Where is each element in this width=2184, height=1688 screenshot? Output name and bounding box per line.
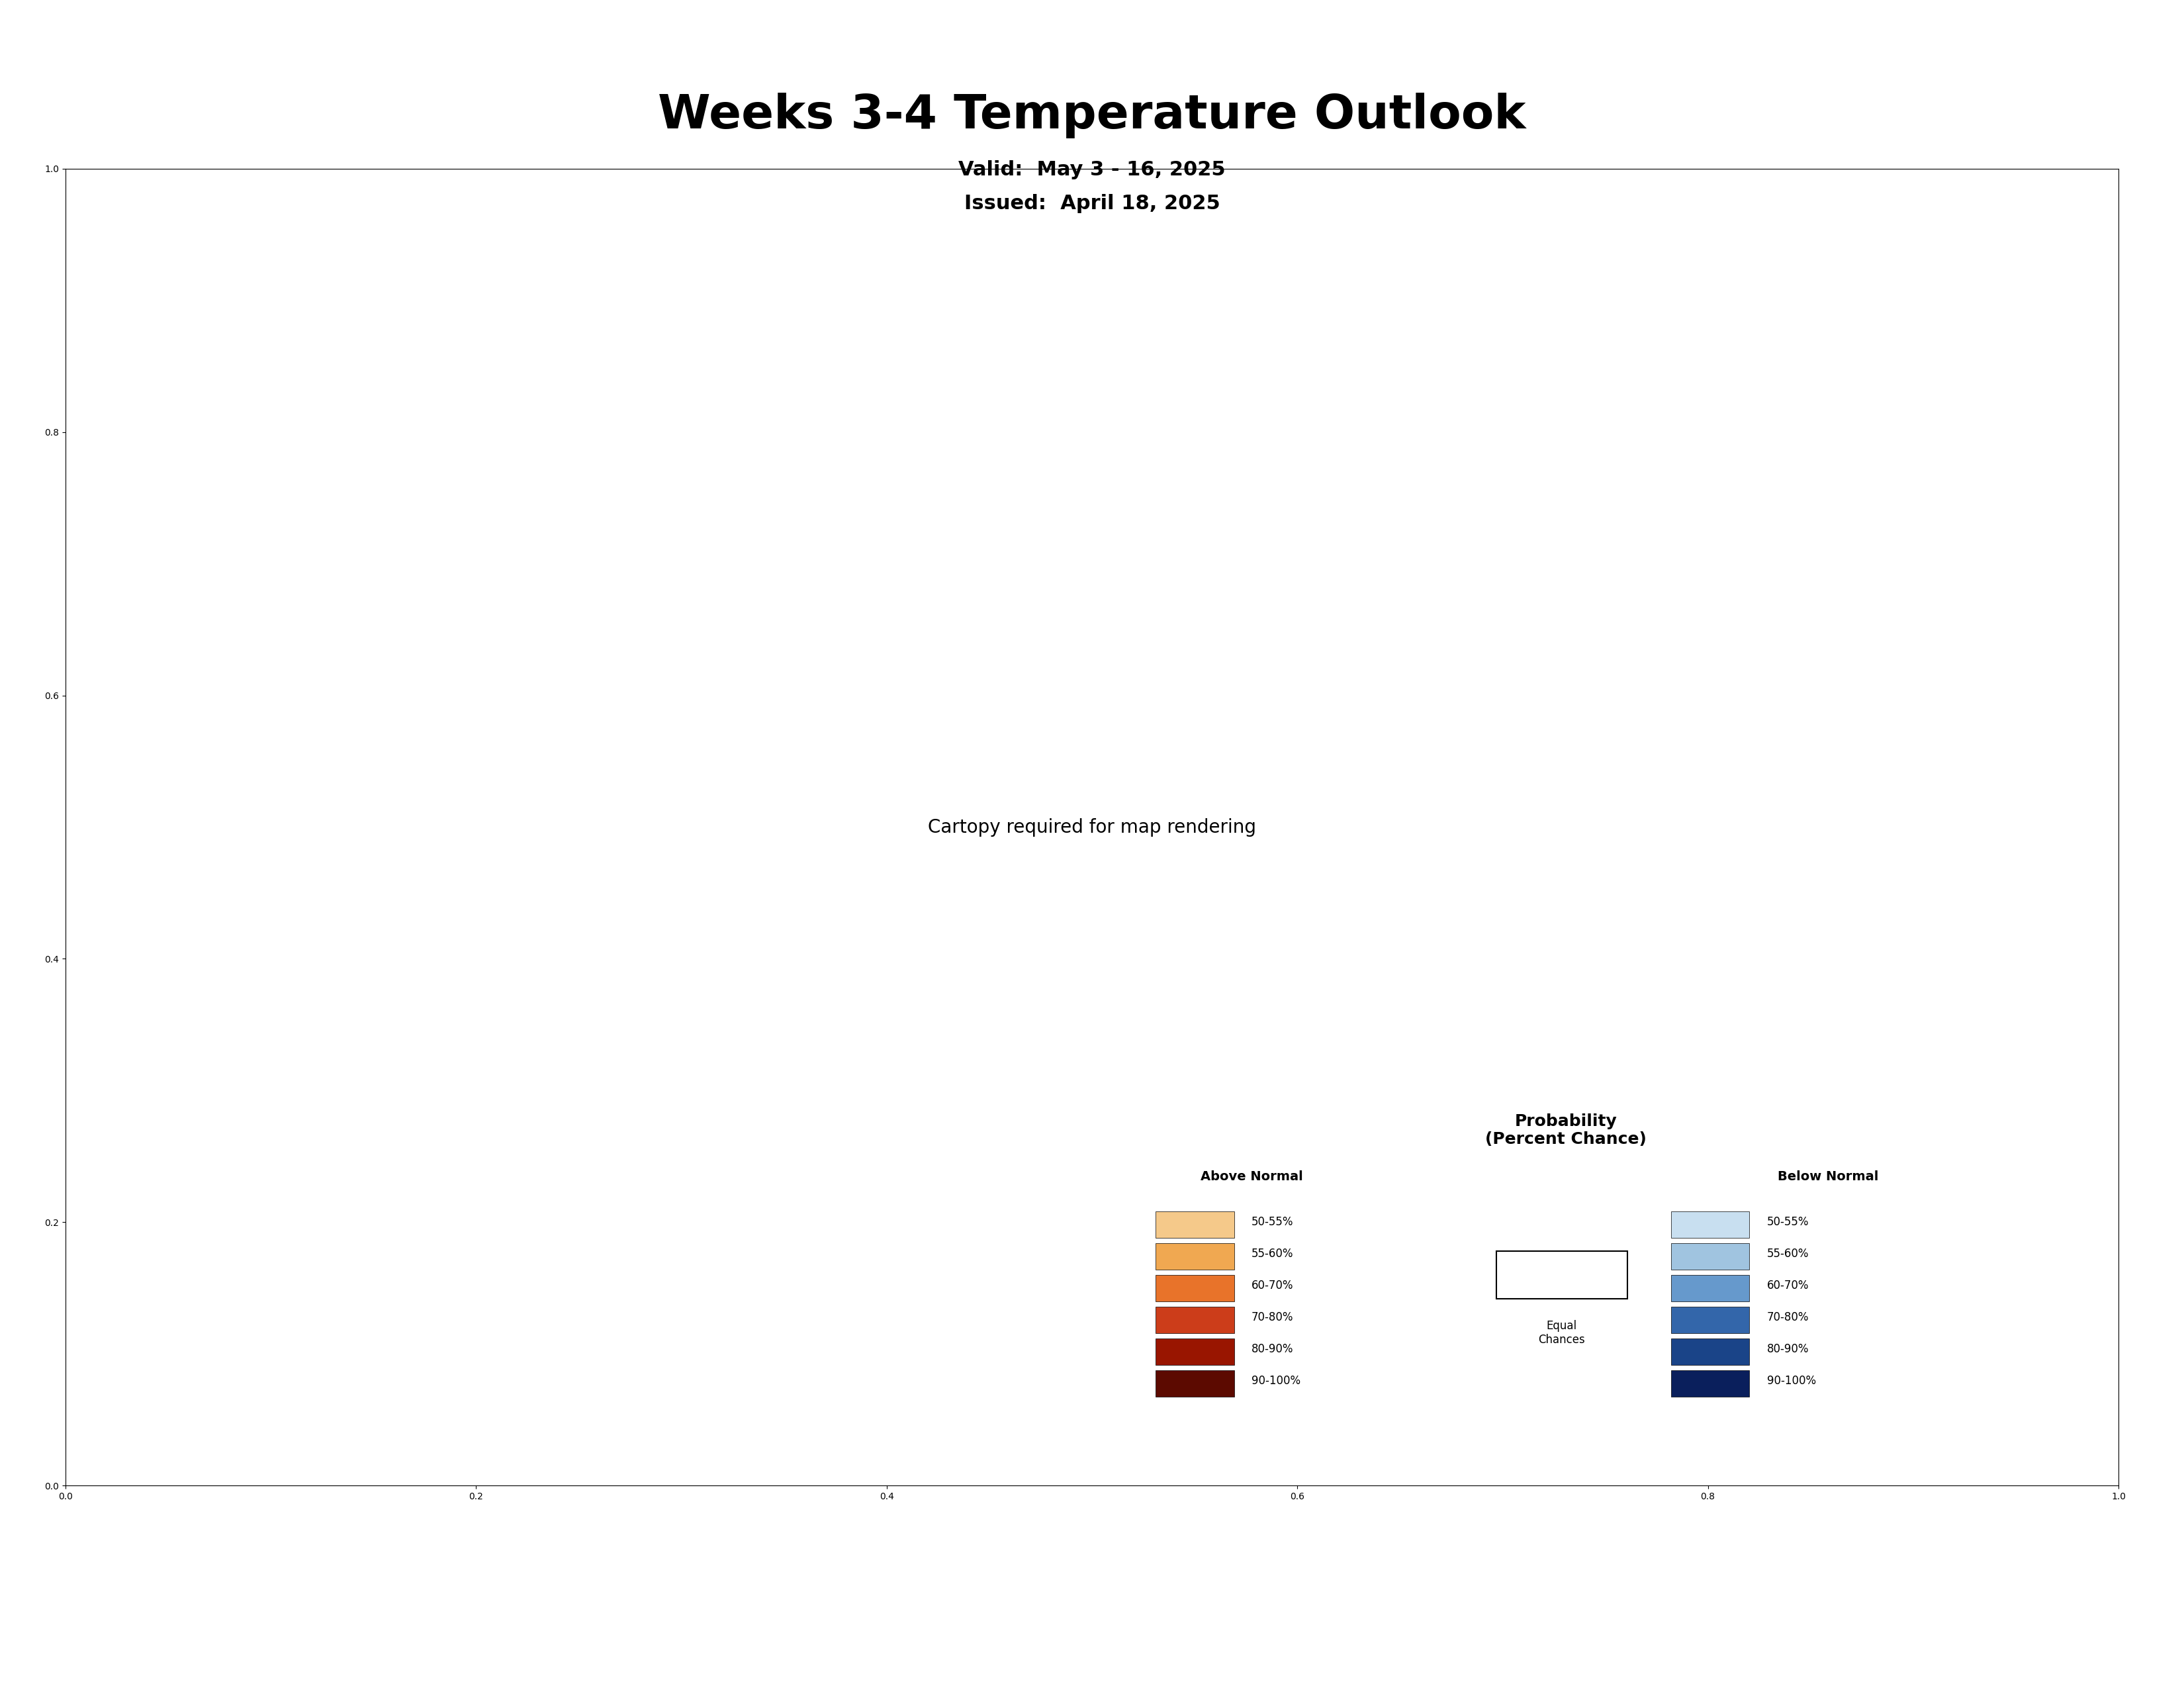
- FancyBboxPatch shape: [1671, 1242, 1749, 1269]
- Text: 55-60%: 55-60%: [1767, 1247, 1808, 1259]
- Text: 90-100%: 90-100%: [1251, 1376, 1299, 1388]
- Text: 70-80%: 70-80%: [1767, 1312, 1808, 1323]
- FancyBboxPatch shape: [1671, 1371, 1749, 1398]
- Text: 80-90%: 80-90%: [1767, 1344, 1808, 1355]
- Text: Equal
Chances: Equal Chances: [1538, 1320, 1586, 1345]
- FancyBboxPatch shape: [1155, 1371, 1234, 1398]
- Text: 55-60%: 55-60%: [1251, 1247, 1293, 1259]
- FancyBboxPatch shape: [1671, 1307, 1749, 1334]
- Text: Weeks 3-4 Temperature Outlook: Weeks 3-4 Temperature Outlook: [657, 93, 1527, 138]
- Text: Valid:  May 3 - 16, 2025: Valid: May 3 - 16, 2025: [959, 160, 1225, 179]
- FancyBboxPatch shape: [1155, 1242, 1234, 1269]
- Text: 50-55%: 50-55%: [1767, 1215, 1808, 1227]
- Text: 60-70%: 60-70%: [1767, 1280, 1808, 1291]
- Text: 70-80%: 70-80%: [1251, 1312, 1293, 1323]
- Text: Probability
(Percent Chance): Probability (Percent Chance): [1485, 1112, 1647, 1148]
- Text: 60-70%: 60-70%: [1251, 1280, 1293, 1291]
- FancyBboxPatch shape: [1155, 1212, 1234, 1237]
- FancyBboxPatch shape: [1155, 1274, 1234, 1301]
- Text: 50-55%: 50-55%: [1251, 1215, 1293, 1227]
- Text: Above Normal: Above Normal: [1201, 1170, 1302, 1183]
- FancyBboxPatch shape: [1496, 1251, 1627, 1298]
- Text: 90-100%: 90-100%: [1767, 1376, 1815, 1388]
- Text: Cartopy required for map rendering: Cartopy required for map rendering: [928, 819, 1256, 836]
- Text: Issued:  April 18, 2025: Issued: April 18, 2025: [963, 194, 1221, 213]
- FancyBboxPatch shape: [1155, 1339, 1234, 1366]
- FancyBboxPatch shape: [1671, 1339, 1749, 1366]
- Text: 80-90%: 80-90%: [1251, 1344, 1293, 1355]
- FancyBboxPatch shape: [1671, 1212, 1749, 1237]
- FancyBboxPatch shape: [1155, 1307, 1234, 1334]
- FancyBboxPatch shape: [1671, 1274, 1749, 1301]
- Text: Below Normal: Below Normal: [1778, 1170, 1878, 1183]
